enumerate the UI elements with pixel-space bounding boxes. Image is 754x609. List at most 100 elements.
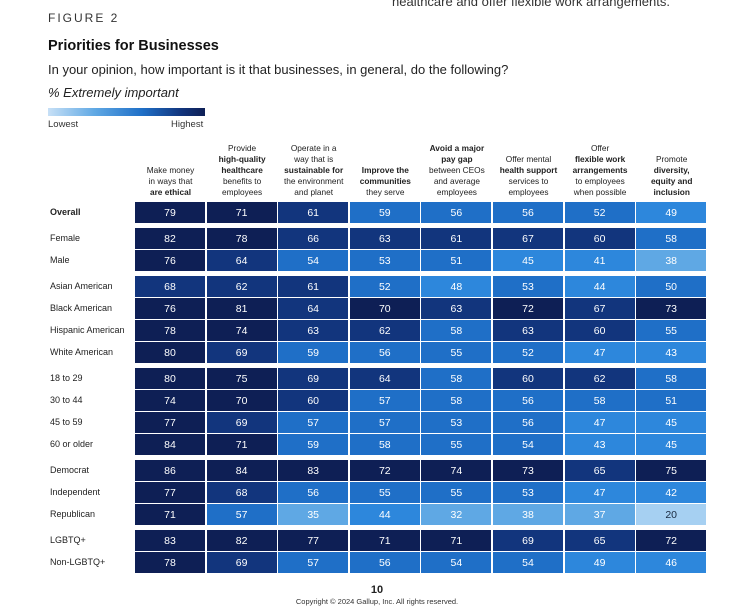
row-label: Asian American	[50, 281, 113, 291]
heatmap-cell: 53	[349, 250, 420, 271]
column-header-line: are ethical	[149, 187, 192, 197]
heatmap-cell: 78	[135, 320, 205, 341]
legend-low-label: Lowest	[48, 119, 79, 130]
copyright-notice: Copyright © 2024 Gallup, Inc. All rights…	[295, 597, 459, 606]
heatmap-cell: 38	[493, 504, 563, 525]
heatmap-cell: 84	[206, 460, 277, 481]
heatmap-cell: 75	[636, 460, 707, 481]
column-header: Offer flexible work arrangements to employe…	[565, 126, 636, 198]
heatmap-cell: 55	[421, 434, 492, 455]
row-label: Hispanic American	[50, 325, 125, 335]
heatmap-cell: 53	[493, 482, 563, 503]
heatmap-cell: 59	[349, 202, 420, 223]
column-header-line: communities	[359, 176, 411, 186]
heatmap-cell: 71	[206, 434, 277, 455]
heatmap-cell: 59	[278, 434, 349, 455]
heatmap-cell: 54	[493, 552, 563, 573]
heatmap-cell: 76	[135, 298, 205, 319]
heatmap-cell: 58	[421, 390, 492, 411]
heatmap-cell: 60	[564, 320, 635, 341]
heatmap-cell: 62	[206, 276, 277, 297]
row-label: 60 or older	[50, 439, 94, 449]
heatmap-cell: 77	[135, 412, 205, 433]
heatmap-cell: 56	[349, 552, 420, 573]
heatmap-cell: 54	[493, 434, 563, 455]
heatmap-cell: 42	[636, 482, 707, 503]
column-header-line: in ways that	[148, 176, 193, 186]
column-header-line: Improve the	[361, 165, 409, 175]
heatmap-cell: 64	[278, 298, 349, 319]
heatmap-cell: 80	[135, 342, 205, 363]
heatmap-cell: 72	[349, 460, 420, 481]
heatmap-cell: 83	[278, 460, 349, 481]
column-header-line: between CEOs	[428, 165, 485, 175]
heatmap-cell: 64	[206, 250, 277, 271]
column-header-line: Offer mental	[505, 154, 552, 164]
heatmap-cell: 58	[636, 228, 707, 249]
heatmap-cell: 60	[564, 228, 635, 249]
row-label: Female	[50, 233, 81, 243]
heatmap-cell: 60	[493, 368, 563, 389]
heatmap-cell: 62	[564, 368, 635, 389]
heatmap-cell: 65	[564, 460, 635, 481]
column-header-line: benefits to	[222, 176, 262, 186]
column-header: Offer mental health support services to emp…	[493, 126, 564, 198]
heatmap-cell: 57	[278, 412, 349, 433]
heatmap-cell: 43	[636, 342, 707, 363]
column-header-line: diversity,	[653, 165, 690, 175]
heatmap-cell: 51	[421, 250, 492, 271]
heatmap-cell: 55	[636, 320, 707, 341]
heatmap-cell: 73	[493, 460, 563, 481]
column-header: Operate in a way that is sustainable for th…	[278, 126, 349, 198]
color-scale-legend	[48, 108, 205, 116]
column-header: Provide high-quality healthcare benefits to…	[207, 126, 278, 198]
row-label: 18 to 29	[50, 373, 83, 383]
heatmap-cell: 51	[636, 390, 707, 411]
heatmap-cell: 32	[421, 504, 492, 525]
heatmap-cell: 57	[206, 504, 277, 525]
heatmap-cell: 50	[636, 276, 707, 297]
column-header-line: Provide	[228, 143, 257, 153]
heatmap-cell: 54	[278, 250, 349, 271]
heatmap-cell: 56	[493, 390, 563, 411]
heatmap-cell: 58	[421, 320, 492, 341]
heatmap-cell: 47	[564, 342, 635, 363]
row-label: Overall	[50, 207, 81, 217]
heatmap-cell: 55	[421, 482, 492, 503]
row-label: 30 to 44	[50, 395, 83, 405]
column-header-line: high-quality	[218, 154, 266, 164]
heatmap-cell: 58	[421, 368, 492, 389]
legend-high-label: Highest	[171, 119, 204, 130]
heatmap-cell: 57	[349, 412, 420, 433]
row-label: Democrat	[50, 465, 90, 475]
heatmap-cell: 63	[421, 298, 492, 319]
row-label: Non-LGBTQ+	[50, 557, 106, 567]
heatmap-cell: 76	[135, 250, 205, 271]
column-header-line: and planet	[294, 187, 334, 197]
heatmap-cell: 79	[135, 202, 205, 223]
column-header: Improve the communities they serve	[350, 126, 421, 198]
heatmap-cell: 44	[349, 504, 420, 525]
heatmap-cell: 74	[421, 460, 492, 481]
heatmap-cell: 54	[421, 552, 492, 573]
column-header-line: arrangements	[572, 165, 628, 175]
heatmap-cell: 58	[564, 390, 635, 411]
heatmap-cell: 20	[636, 504, 707, 525]
heatmap-cell: 68	[135, 276, 205, 297]
heatmap-cell: 69	[206, 342, 277, 363]
heatmap-cell: 72	[493, 298, 563, 319]
row-label: Republican	[50, 509, 96, 519]
heatmap-cell: 73	[636, 298, 707, 319]
row-label: Black American	[50, 303, 113, 313]
heatmap-cell: 65	[564, 530, 635, 551]
heatmap-cell: 56	[493, 202, 563, 223]
heatmap-cell: 47	[564, 482, 635, 503]
heatmap-cell: 71	[421, 530, 492, 551]
heatmap-cell: 44	[564, 276, 635, 297]
heatmap-cell: 45	[636, 434, 707, 455]
heatmap-cell: 63	[493, 320, 563, 341]
heatmap-cell: 69	[278, 368, 349, 389]
heatmap-cell: 77	[135, 482, 205, 503]
heatmap-cell: 58	[349, 434, 420, 455]
heatmap-cell: 35	[278, 504, 349, 525]
